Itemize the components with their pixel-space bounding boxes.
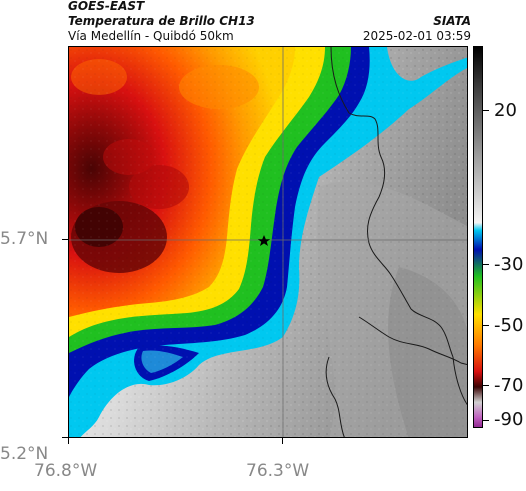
latitude-tick bbox=[62, 437, 68, 438]
border-line bbox=[330, 47, 454, 358]
colorbar-tick bbox=[483, 420, 489, 421]
latitude-tick bbox=[62, 239, 68, 240]
colorbar-tick bbox=[483, 110, 489, 111]
brightness-temperature-image bbox=[69, 47, 467, 437]
organization-label: SIATA bbox=[433, 14, 471, 28]
longitude-tick bbox=[68, 438, 69, 444]
latitude-label: 5.7°N bbox=[0, 229, 49, 249]
latitude-label: 5.2°N bbox=[0, 444, 49, 464]
colorbar-tick bbox=[483, 264, 489, 265]
colorbar-tick bbox=[483, 325, 489, 326]
timestamp-label: 2025-02-01 03:59 bbox=[362, 29, 471, 43]
longitude-tick bbox=[282, 438, 283, 444]
colorbar-label: -70 bbox=[494, 375, 524, 396]
product-title: Temperatura de Brillo CH13 bbox=[68, 14, 255, 28]
region-subtitle: Vía Medellín - Quibdó 50km bbox=[68, 29, 234, 43]
longitude-label: 76.3°W bbox=[246, 461, 310, 481]
satellite-source-label: GOES-EAST bbox=[68, 0, 145, 13]
colorbar-label: -50 bbox=[494, 315, 524, 336]
longitude-label: 76.8°W bbox=[34, 461, 98, 481]
colorbar-tick bbox=[483, 385, 489, 386]
colorbar-gradient bbox=[474, 47, 482, 427]
colorbar bbox=[473, 46, 483, 428]
satellite-map[interactable] bbox=[68, 46, 468, 438]
colorbar-label: -30 bbox=[494, 254, 524, 275]
colorbar-label: -90 bbox=[494, 409, 524, 430]
star-icon bbox=[257, 235, 271, 246]
colorbar-label: 20 bbox=[494, 100, 517, 121]
